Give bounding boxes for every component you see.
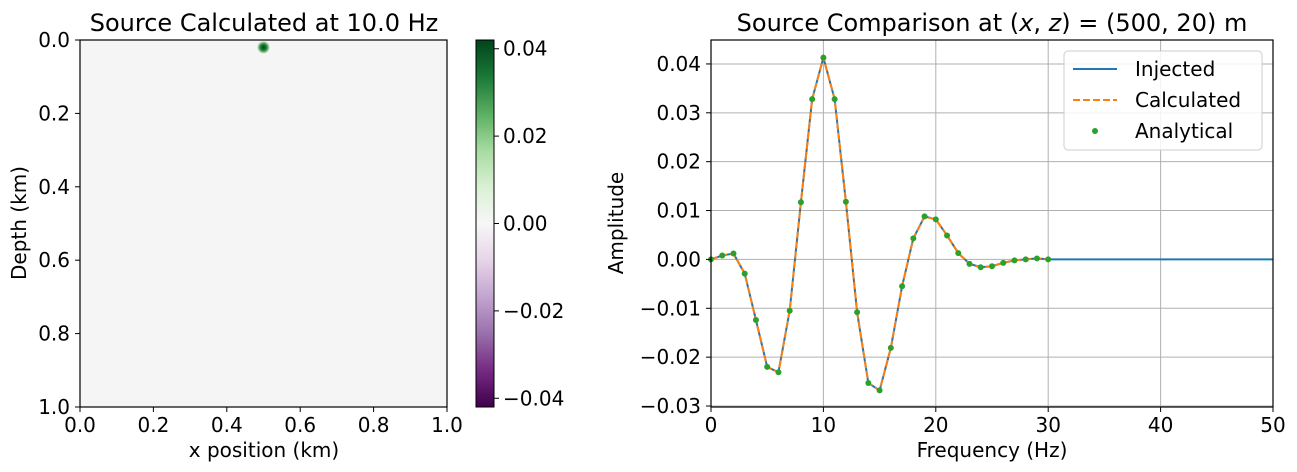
series-analytical-point <box>797 199 804 206</box>
x-tick-label: 40 <box>1148 413 1173 437</box>
x-tick-label: 0.2 <box>137 413 169 437</box>
x-tick-label: 20 <box>923 413 948 437</box>
series-analytical-point <box>944 232 951 239</box>
y-tick-label: 0.2 <box>38 101 70 125</box>
source-point <box>256 40 271 55</box>
y-tick-label: 0.02 <box>656 150 701 174</box>
y-tick-label: 0.01 <box>656 199 701 223</box>
y-tick-label: 0.0 <box>38 28 70 52</box>
x-tick-label: 0.6 <box>284 413 316 437</box>
series-analytical-point <box>1000 259 1007 266</box>
colorbar-tick-label: −0.02 <box>503 299 564 323</box>
series-analytical-point <box>1022 256 1029 263</box>
colorbar-tick-label: 0.00 <box>503 212 548 236</box>
colorbar-ticks: 0.04 0.02 0.00 −0.02 −0.04 <box>494 37 564 410</box>
series-analytical-point <box>921 213 928 220</box>
series-analytical-point <box>899 283 906 290</box>
colorbar-tick-label: −0.04 <box>503 386 564 410</box>
x-tick-label: 10 <box>811 413 836 437</box>
heatmap-x-axis: 0.0 0.2 0.4 0.6 0.8 1.0 <box>64 407 463 437</box>
legend-box <box>1063 50 1263 151</box>
y-tick-label: 0.03 <box>656 101 701 125</box>
heatmap-frame <box>79 39 448 408</box>
heatmap-x-label: x position (km) <box>189 438 339 462</box>
y-tick-label: 1.0 <box>38 395 70 419</box>
frequency-axis-label: Frequency (Hz) <box>917 438 1068 462</box>
series-analytical-point <box>775 369 782 376</box>
series-analytical-point <box>1045 256 1052 263</box>
legend-analytical: Analytical <box>1135 119 1233 143</box>
frequency-axis: 0 10 20 30 40 50 <box>705 407 1286 437</box>
series-analytical-point <box>741 270 748 277</box>
y-tick-label: 0.04 <box>656 52 701 76</box>
y-tick-label: 0.4 <box>38 175 70 199</box>
data-series <box>708 53 1273 394</box>
colorbar-tick-label: 0.02 <box>503 124 548 148</box>
legend-calculated: Calculated <box>1135 88 1241 112</box>
line-chart-panel: Source Comparison at (x, z) = (500, 20) … <box>604 9 1286 462</box>
amplitude-axis-label: Amplitude <box>604 172 628 275</box>
x-tick-label: 0 <box>705 413 718 437</box>
series-analytical-point <box>1033 255 1040 262</box>
series-analytical-point <box>932 216 939 223</box>
series-analytical-point <box>1011 257 1018 264</box>
series-analytical-point <box>719 252 726 259</box>
series-analytical-point <box>887 344 894 351</box>
line-chart-title: Source Comparison at (x, z) = (500, 20) … <box>737 9 1248 37</box>
colorbar-tick-label: 0.04 <box>503 37 548 61</box>
series-analytical-point <box>977 264 984 271</box>
series-analytical-point <box>831 96 838 103</box>
y-tick-label: 0.8 <box>38 322 70 346</box>
series-analytical-point <box>854 309 861 316</box>
plot-frame <box>710 39 1274 408</box>
x-tick-label: 50 <box>1260 413 1285 437</box>
series-analytical-point <box>842 198 849 205</box>
y-tick-label: −0.02 <box>640 345 701 369</box>
series-analytical-point <box>730 250 737 257</box>
x-tick-label: 0.4 <box>211 413 243 437</box>
heatmap-title: Source Calculated at 10.0 Hz <box>90 9 438 37</box>
amplitude-axis: 0.04 0.03 0.02 0.01 0.00 −0.01 −0.02 −0.03 <box>640 52 711 418</box>
series-analytical-point <box>955 250 962 257</box>
series-analytical-point <box>910 235 917 242</box>
series-analytical-point <box>752 317 759 324</box>
heatmap-area <box>80 40 447 407</box>
x-tick-label: 30 <box>1035 413 1060 437</box>
series-analytical-point <box>989 263 995 270</box>
colorbar: 0.04 0.02 0.00 −0.02 −0.04 <box>475 37 564 410</box>
legend: Injected Calculated Analytical <box>1063 50 1263 151</box>
y-tick-label: 0.6 <box>38 248 70 272</box>
series-analytical-point <box>820 54 827 61</box>
y-tick-label: 0.00 <box>656 247 701 271</box>
colorbar-gradient <box>475 39 495 408</box>
legend-injected: Injected <box>1135 57 1215 81</box>
series-analytical-point <box>764 363 771 370</box>
legend-dot-icon <box>1092 128 1098 134</box>
heatmap-y-axis: 0.0 0.2 0.4 0.6 0.8 1.0 <box>38 28 80 419</box>
x-tick-label: 0.8 <box>358 413 390 437</box>
x-tick-label: 0.0 <box>64 413 96 437</box>
series-analytical-point <box>809 96 816 103</box>
heatmap-y-label: Depth (km) <box>7 166 31 280</box>
series-analytical-point <box>966 260 973 267</box>
x-tick-label: 1.0 <box>431 413 463 437</box>
series-analytical-point <box>865 380 872 387</box>
heatmap-panel: Source Calculated at 10.0 Hz 0.00.20.40.… <box>7 9 463 462</box>
series-analytical-point <box>876 387 883 394</box>
series-analytical-point <box>786 307 793 314</box>
y-tick-label: −0.03 <box>640 394 701 418</box>
y-tick-label: −0.01 <box>640 296 701 320</box>
